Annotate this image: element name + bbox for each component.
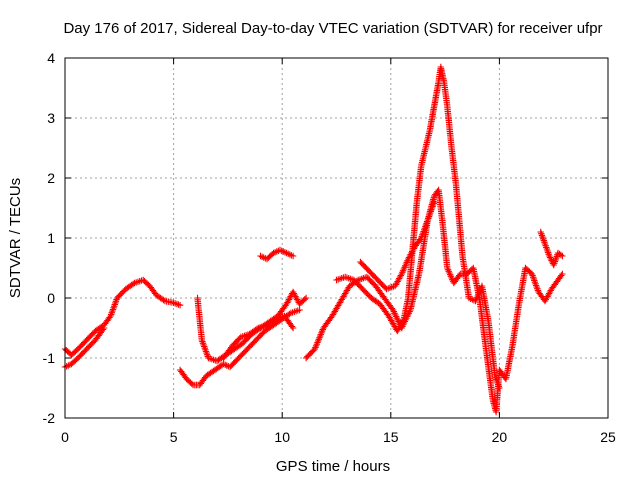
- y-tick-label: 1: [47, 230, 55, 246]
- data-series: [61, 63, 566, 416]
- series-markers: [302, 186, 566, 416]
- series-markers: [61, 324, 108, 371]
- series-arc-2: [61, 324, 108, 371]
- y-tick-label: 4: [47, 50, 55, 66]
- series-markers: [333, 63, 503, 392]
- x-tick-label: 15: [383, 429, 399, 445]
- x-axis-label: GPS time / hours: [276, 458, 390, 475]
- series-arc-5: [220, 312, 297, 362]
- x-tick-label: 25: [600, 429, 616, 445]
- series-arc-6: [257, 246, 297, 263]
- x-tick-label: 10: [274, 429, 290, 445]
- y-tick-label: -2: [43, 410, 56, 426]
- series-arc-7: [302, 186, 566, 416]
- grid-lines: [65, 58, 608, 418]
- y-tick-labels: -2 -1 0 1 2 3 4: [43, 50, 56, 426]
- series-arc-10: [537, 228, 566, 269]
- series-arc-1: [61, 276, 184, 359]
- series-markers: [537, 228, 566, 269]
- chart-title: Day 176 of 2017, Sidereal Day-to-day VTE…: [63, 20, 602, 37]
- series-markers: [61, 276, 184, 359]
- axis-ticks: [64, 57, 609, 419]
- y-tick-label: -1: [43, 350, 56, 366]
- series-arc-9: [357, 198, 438, 293]
- y-tick-label: 2: [47, 170, 55, 186]
- x-tick-label: 0: [61, 429, 69, 445]
- y-tick-label: 0: [47, 290, 55, 306]
- y-axis-label: SDTVAR / TECUs: [7, 178, 24, 298]
- series-markers: [220, 312, 297, 362]
- series-markers: [357, 198, 438, 293]
- x-tick-label: 5: [170, 429, 178, 445]
- x-tick-label: 20: [492, 429, 508, 445]
- series-arc-8: [333, 63, 503, 392]
- series-markers: [257, 246, 297, 263]
- y-tick-label: 3: [47, 110, 55, 126]
- x-tick-labels: 0 5 10 15 20 25: [61, 429, 616, 445]
